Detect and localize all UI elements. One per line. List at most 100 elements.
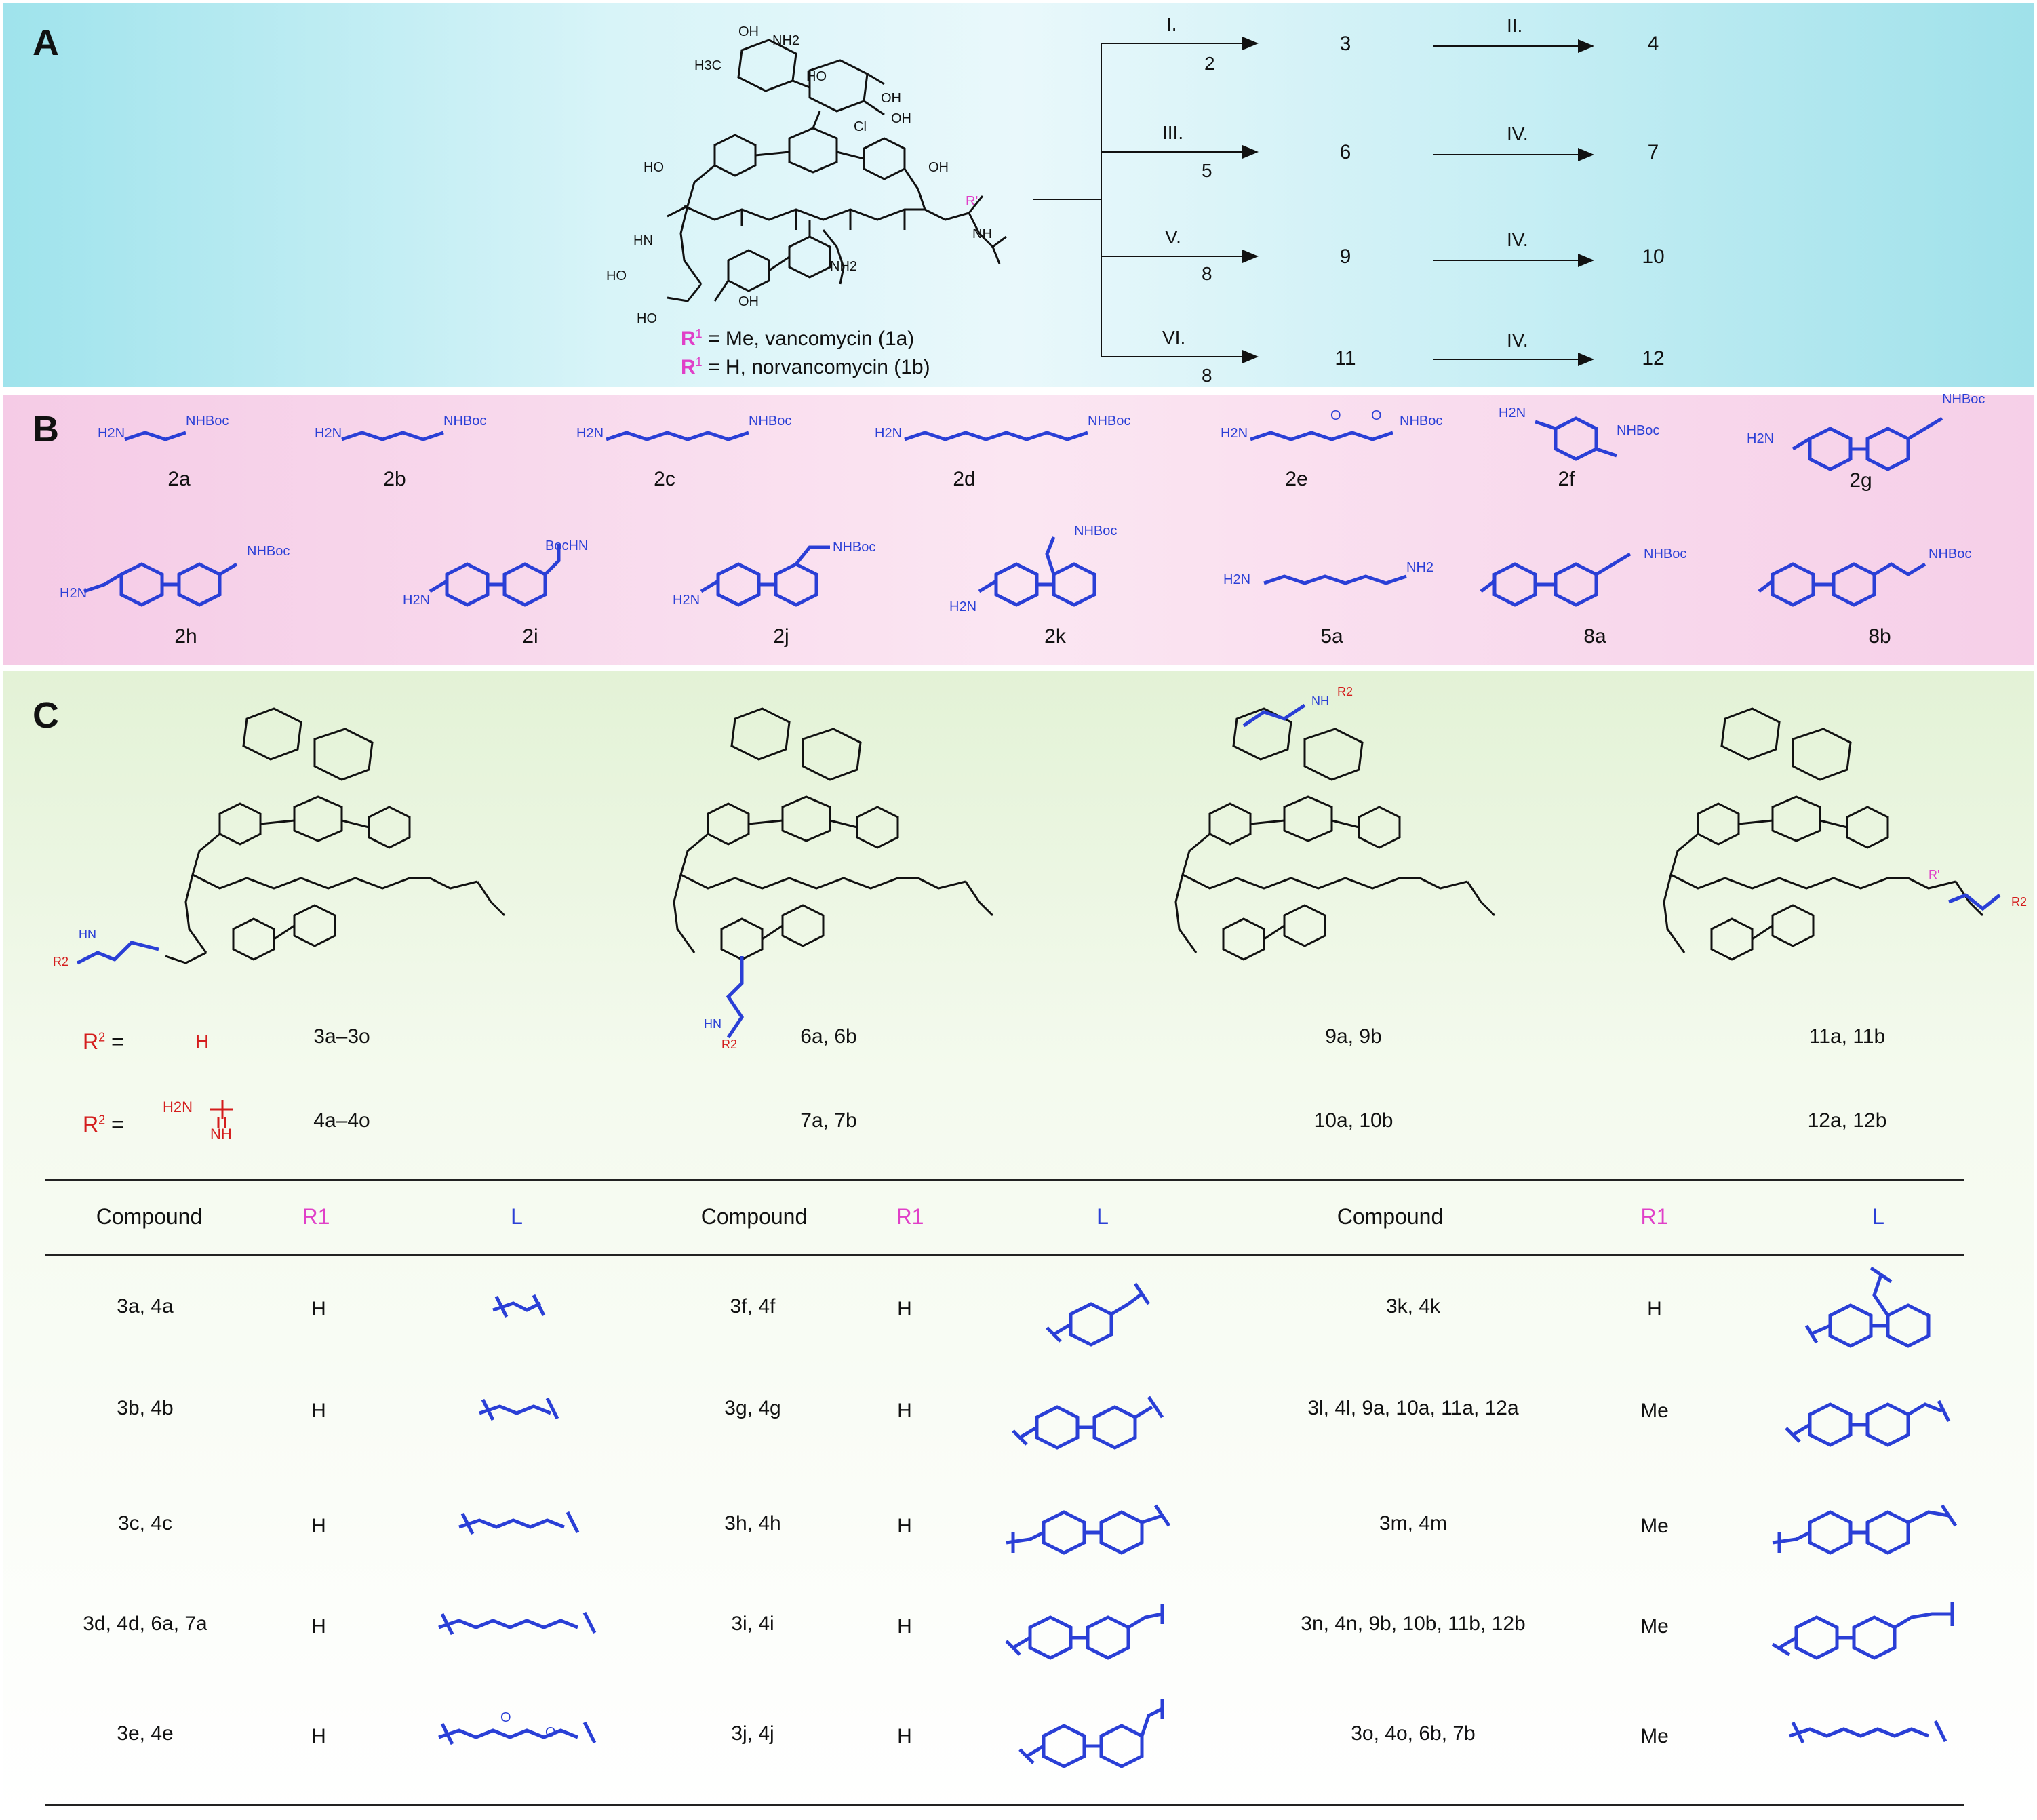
atom-nh: NH: [972, 226, 992, 241]
linker-2b: [341, 431, 444, 441]
boc-2d: NHBoc: [1088, 414, 1131, 429]
table-row-compound: 3c, 4c: [117, 1512, 173, 1535]
reagent-i: I.: [1166, 14, 1177, 35]
boc-8b: NHBoc: [1929, 547, 1972, 561]
table-row-compound: 3o, 4o, 6b, 7b: [1351, 1722, 1476, 1745]
norvancomycin-caption: R1 = H, norvancomycin (1b): [681, 355, 930, 379]
table-row-r1: H: [897, 1298, 912, 1320]
table-row-r1: H: [311, 1515, 326, 1537]
vancomycin-structure: [667, 39, 1007, 302]
atom-r1: R': [966, 194, 978, 209]
table-row-compound: 3f, 4f: [730, 1295, 776, 1318]
atom-ho: HO: [806, 69, 827, 84]
boc-2c: NHBoc: [749, 414, 792, 429]
label-8b: 8b: [1868, 625, 1891, 648]
atom-cl: Cl: [854, 119, 867, 134]
table-row-compound: 3j, 4j: [731, 1722, 774, 1745]
r1-symbol: R: [681, 328, 696, 350]
reagent-iv: IV.: [1507, 123, 1528, 144]
group-10: 10a, 10b: [1313, 1109, 1393, 1132]
h2n-2i: H2N: [403, 593, 431, 608]
product-9: 9: [1339, 245, 1351, 268]
h2n-2d: H2N: [875, 426, 903, 441]
h2n-2g: H2N: [1747, 431, 1775, 446]
o-2e-1: O: [1330, 408, 1341, 423]
boc-8a: NHBoc: [1644, 547, 1687, 561]
norvanc-text: = H, norvancomycin (1b): [702, 356, 930, 378]
h2n-5a: H2N: [1223, 572, 1251, 587]
label-2j: 2j: [773, 625, 789, 648]
header-r1-2: R1: [896, 1204, 924, 1229]
attach-11: [1948, 893, 2001, 911]
table-row-r1: Me: [1640, 1725, 1669, 1747]
linker-l-3m: [1772, 1504, 1958, 1555]
table-row-compound: 3g, 4g: [724, 1397, 781, 1419]
group-4: 4a–4o: [313, 1109, 370, 1132]
boc-2j: NHBoc: [833, 540, 876, 555]
oxygen-1: O: [500, 1710, 511, 1725]
reagent-iv-3: IV.: [1507, 330, 1528, 351]
linker-2f: [1535, 416, 1617, 461]
table-row-r1: H: [897, 1615, 912, 1638]
label-2d: 2d: [953, 468, 976, 490]
table-row-r1: H: [897, 1725, 912, 1747]
h2n-2a: H2N: [98, 426, 125, 441]
group-12: 12a, 12b: [1807, 1109, 1887, 1132]
group-7: 7a, 7b: [800, 1109, 857, 1132]
table-row-r1: Me: [1640, 1400, 1669, 1422]
linker-l-3e: [438, 1721, 597, 1745]
attach-6: [726, 956, 745, 1039]
product-4: 4: [1647, 33, 1659, 55]
header-l-3: L: [1872, 1204, 1884, 1229]
sub-2: 2: [1204, 53, 1215, 74]
r2-h-value: H: [195, 1031, 210, 1052]
atom-oh-2: OH: [881, 91, 901, 106]
structure-6: [673, 707, 994, 961]
reagent-vi: VI.: [1162, 327, 1186, 348]
r2-letter: R: [83, 1029, 99, 1054]
h2n-2b: H2N: [315, 426, 342, 441]
table-row-r1: Me: [1640, 1615, 1669, 1638]
linker-l-3j: [1018, 1699, 1164, 1768]
r2-sup: 2: [98, 1030, 106, 1044]
sub-8: 8: [1202, 263, 1212, 284]
nh2-5a: NH2: [1406, 560, 1434, 575]
product-3: 3: [1339, 33, 1351, 55]
linker-8a: [1480, 552, 1631, 607]
group-9: 9a, 9b: [1325, 1025, 1382, 1048]
linker-l-3f: [1046, 1282, 1151, 1347]
attach-9: [1242, 703, 1306, 728]
attach-3: [76, 941, 159, 965]
linker-l-3k: [1804, 1266, 1931, 1348]
header-l-2: L: [1096, 1204, 1109, 1229]
table-row-compound: 3k, 4k: [1385, 1295, 1441, 1318]
linker-l-3c: [458, 1511, 580, 1535]
r1-sup-2: 1: [695, 355, 703, 369]
oxygen-2: O: [545, 1725, 556, 1740]
table-row-compound: 3d, 4d, 6a, 7a: [83, 1613, 207, 1635]
panel-a: A OH NH2 H3C H: [3, 3, 2034, 387]
guanidine-mark: [210, 1100, 233, 1128]
table-row-compound: 3e, 4e: [117, 1722, 174, 1745]
linker-l-3l: [1785, 1400, 1951, 1447]
vanc-text: = Me, vancomycin (1a): [702, 328, 915, 350]
panel-b-label: B: [33, 409, 59, 450]
table-row-r1: H: [897, 1400, 912, 1422]
hn-on-3: HN: [79, 928, 96, 941]
boc-2i: BocHN: [545, 538, 589, 553]
group-6: 6a, 6b: [800, 1025, 857, 1048]
table-row-compound: 3i, 4i: [731, 1613, 774, 1635]
atom-oh-3: OH: [891, 111, 911, 126]
group-11: 11a, 11b: [1808, 1025, 1886, 1048]
table-bottom-rule: [45, 1804, 1964, 1806]
h2n-2f: H2N: [1499, 405, 1526, 420]
product-11: 11: [1334, 347, 1356, 370]
table-row-r1: H: [311, 1725, 326, 1747]
linker-l-3a: [492, 1294, 546, 1318]
label-2a: 2a: [167, 468, 191, 490]
label-2h: 2h: [174, 625, 197, 648]
linker-2d: [904, 431, 1088, 441]
boc-2g: NHBoc: [1942, 392, 1985, 407]
atom-nh2-2: NH2: [830, 259, 858, 274]
linker-l-3g: [1012, 1396, 1164, 1450]
